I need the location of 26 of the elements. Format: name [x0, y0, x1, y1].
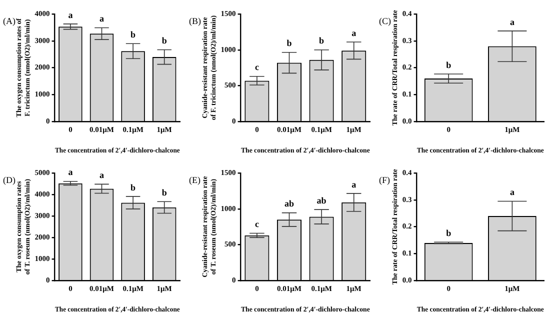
data-label: ab: [316, 195, 326, 206]
data-label: b: [446, 228, 452, 238]
chart-title: (C): [379, 16, 391, 26]
data-label: b: [130, 29, 136, 40]
data-label: c: [254, 62, 259, 72]
chart-title: (F): [379, 174, 390, 185]
data-label: b: [162, 36, 167, 46]
chart-title: (E): [189, 174, 200, 185]
data-label: b: [162, 187, 167, 198]
data-label: b: [446, 60, 452, 70]
data-label: a: [100, 14, 104, 24]
chart-title: (D): [3, 174, 16, 185]
chart-title: (A): [3, 16, 16, 26]
data-label: b: [319, 36, 324, 46]
data-label: a: [352, 28, 357, 38]
data-label: a: [510, 16, 515, 27]
data-label: a: [68, 167, 74, 178]
data-label: c: [254, 219, 259, 230]
data-label: b: [286, 38, 292, 48]
data-label: b: [130, 182, 136, 192]
data-label: a: [352, 179, 357, 190]
chart-title: (B): [189, 16, 201, 26]
data-label: a: [68, 10, 74, 20]
data-label: ab: [284, 198, 294, 209]
data-label: a: [100, 170, 104, 180]
data-label: a: [510, 187, 515, 198]
